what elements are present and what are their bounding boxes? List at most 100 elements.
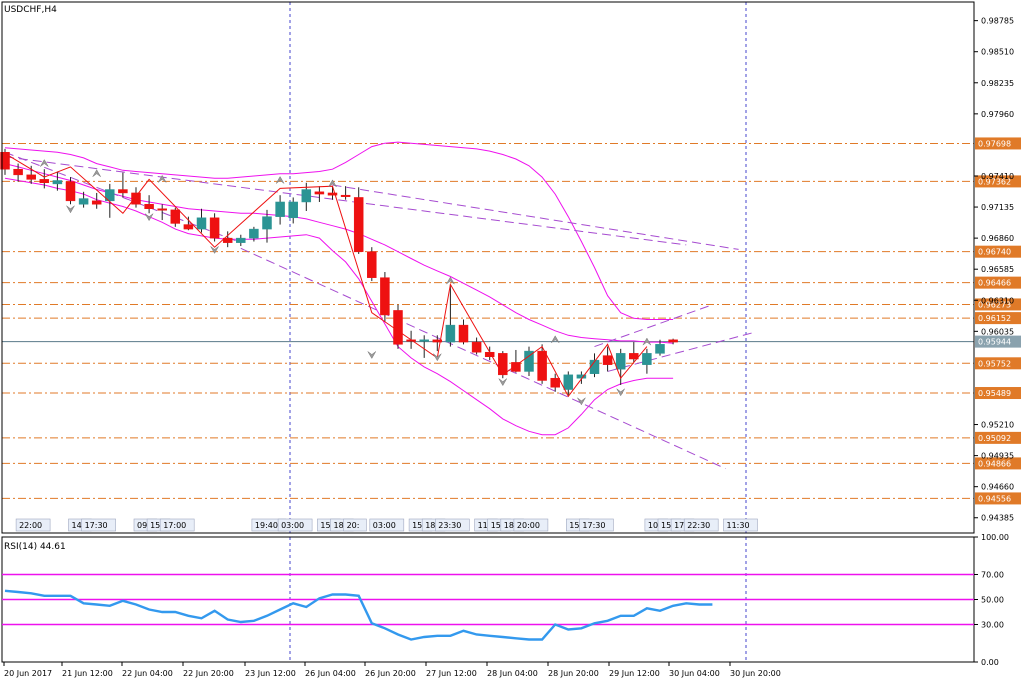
rsi-line (4, 589, 713, 641)
candle-body (327, 192, 338, 196)
main-plot-frame (1, 1, 975, 534)
fractal-down-marker (498, 378, 508, 387)
candle-body (249, 228, 259, 239)
time-marker-box (723, 518, 758, 532)
level-label: 0.95752 (978, 359, 1011, 368)
candle-body (353, 197, 364, 252)
date-label: 26 Jun 20:00 (365, 669, 416, 678)
price-tick-label: 0.97410 (981, 172, 1014, 181)
candle-body (419, 339, 429, 342)
time-marker-label: 23:30 (438, 521, 461, 530)
time-marker-label: 11: (478, 521, 491, 530)
level-label-box (975, 298, 1021, 311)
time-marker-label: 03:00 (281, 521, 304, 530)
candle-body (511, 362, 521, 372)
price-tick-label: 0.96585 (981, 265, 1014, 274)
zigzag-layer (4, 152, 648, 398)
rsi-tick-label: 100.00 (981, 533, 1009, 542)
candle-body (91, 200, 102, 205)
fractal-up-marker (446, 276, 455, 285)
date-label: 23 Jun 12:00 (245, 669, 296, 678)
time-marker-label: 17:00 (163, 521, 186, 530)
candle-body (668, 339, 678, 343)
time-marker-label: 20: (347, 521, 360, 530)
bollinger-upper (4, 141, 674, 320)
date-label: 22 Jun 04:00 (122, 669, 173, 678)
level-label: 0.97362 (978, 177, 1011, 186)
time-marker-label: 22:30 (687, 521, 710, 530)
candle-body (52, 180, 63, 185)
fractals-layer (40, 159, 652, 406)
fractal-up-marker (92, 169, 101, 177)
price-tick-label: 0.98235 (981, 79, 1014, 88)
price-tick-label: 0.96310 (981, 296, 1014, 305)
date-label: 20 Jun 2017 (4, 669, 52, 678)
time-marker-label: 15: (150, 521, 163, 530)
time-marker-label: 18: (334, 521, 347, 530)
candle-body (655, 344, 665, 354)
fractal-up-marker (40, 159, 49, 167)
candle-body (314, 191, 325, 195)
level-label-box (975, 137, 1021, 150)
level-label-box (975, 431, 1021, 444)
time-marker-label: 10: (648, 521, 661, 530)
fractal-down-marker (616, 388, 625, 397)
level-label: 0.94866 (978, 459, 1011, 468)
price-tick-label: 0.98785 (981, 17, 1014, 26)
date-label: 26 Jun 04:00 (305, 669, 356, 678)
price-axis: 0.98785 0.98510 0.98235 0.97960 0.97410 0.971… (974, 17, 1014, 523)
fractal-up-marker (275, 176, 285, 184)
candle-body (39, 179, 50, 184)
bollinger-lower (4, 177, 674, 436)
candle-body (105, 189, 115, 202)
trend-line (607, 332, 752, 372)
time-marker-label: 22:00 (19, 521, 42, 530)
candle-body (380, 277, 390, 316)
candle-body (13, 168, 23, 176)
level-label-box (975, 312, 1021, 325)
level-label: 0.96273 (978, 300, 1011, 309)
candle-body (445, 324, 456, 343)
candle-body (0, 152, 10, 170)
fractal-down-marker (66, 205, 75, 214)
level-label: 0.96152 (978, 314, 1011, 323)
level-label-box (975, 457, 1021, 470)
current-price-box (975, 335, 1021, 348)
candle-body (340, 194, 351, 197)
time-marker-label: 09: (137, 521, 150, 530)
time-marker-label: 19:40 (255, 521, 278, 530)
candle-body (563, 374, 574, 390)
candle-body (275, 201, 285, 217)
candle-body (629, 353, 639, 360)
price-tick-label: 0.94385 (981, 514, 1014, 523)
trend-line (332, 184, 739, 250)
candle-body (498, 353, 508, 376)
price-tick-label: 0.94935 (981, 452, 1014, 461)
fractal-down-marker (367, 351, 377, 359)
trend-line (594, 304, 713, 348)
price-tick-label: 0.96035 (981, 327, 1014, 336)
time-marker-box (369, 518, 405, 532)
candle-body (432, 339, 443, 343)
fractal-down-marker (433, 353, 442, 362)
fractal-down-marker (210, 246, 219, 254)
time-marker-label: 15: (412, 521, 425, 530)
rsi-tick-label: 0.00 (981, 658, 999, 667)
time-marker-box (343, 518, 367, 532)
candle-body (262, 216, 272, 230)
time-marker-label: 15: (661, 521, 674, 530)
rsi-title: RSI(14) 44.61 (4, 542, 66, 552)
chart-title: USDCHF,H4 (4, 5, 57, 15)
current-price-label: 0.95944 (978, 338, 1011, 347)
time-marker-box (81, 518, 116, 532)
time-marker-label: 18: (504, 521, 517, 530)
time-marker-box (277, 518, 313, 532)
date-label: 21 Jun 12:00 (62, 669, 113, 678)
fractal-up-marker (157, 174, 167, 183)
level-label: 0.96740 (978, 248, 1011, 257)
candle-body (183, 224, 194, 230)
time-marker-label: 15: (491, 521, 504, 530)
time-marker-label: 15: (569, 521, 582, 530)
